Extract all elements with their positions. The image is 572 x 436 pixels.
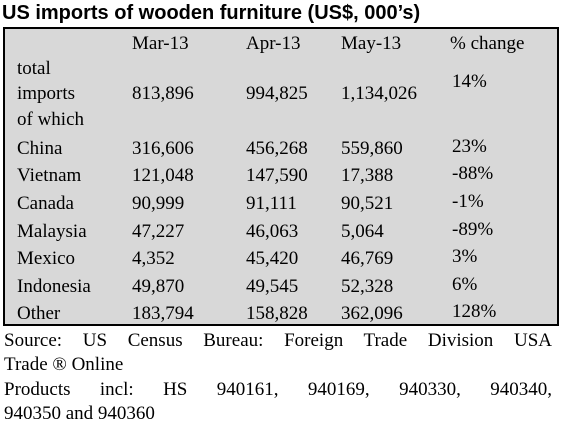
vietnam-mar-value: 121,048 [132, 165, 194, 186]
mexico-apr-value: 45,420 [246, 248, 299, 269]
other-change-value: 128% [452, 301, 497, 322]
china-apr-value: 456,268 [246, 138, 308, 159]
malaysia-change-value: -89% [452, 219, 494, 240]
other-mar-value: 183,794 [132, 303, 194, 324]
vietnam-change-value: -88% [452, 163, 494, 184]
malaysia-mar-value: 47,227 [132, 221, 185, 242]
column-header-apr-13: Apr-13 [246, 33, 301, 54]
total-mar-value: 813,896 [132, 83, 194, 104]
canada-may-value: 90,521 [341, 193, 394, 214]
total-may-value: 1,134,026 [341, 83, 417, 104]
row-label-total-line-1: total [17, 58, 51, 79]
china-mar-value: 316,606 [132, 138, 194, 159]
malaysia-may-value: 5,064 [341, 221, 384, 242]
column-header-percent-change: % change [450, 33, 525, 54]
source-note: Source: US Census Bureau: Foreign Trade … [4, 329, 552, 377]
total-change-value: 14% [452, 71, 487, 92]
products-note: Products incl: HS 940161, 940169, 940330… [4, 378, 552, 426]
indonesia-apr-value: 49,545 [246, 276, 299, 297]
products-line-2: 940350 and 940360 [4, 403, 155, 424]
indonesia-change-value: 6% [452, 274, 478, 295]
row-label-other: Other [17, 303, 61, 324]
table-title: US imports of wooden furniture (US$, 000… [2, 2, 421, 24]
indonesia-mar-value: 49,870 [132, 276, 185, 297]
vietnam-may-value: 17,388 [341, 165, 394, 186]
column-header-may-13: May-13 [341, 33, 402, 54]
vietnam-apr-value: 147,590 [246, 165, 308, 186]
mexico-change-value: 3% [452, 246, 478, 267]
row-label-mexico: Mexico [17, 248, 76, 269]
source-line-1: Source: US Census Bureau: Foreign Trade … [4, 330, 552, 351]
canada-mar-value: 90,999 [132, 193, 185, 214]
imports-table: Mar-13 Apr-13 May-13 % change total impo… [3, 27, 559, 326]
row-label-canada: Canada [17, 193, 74, 214]
other-may-value: 362,096 [341, 303, 403, 324]
canada-change-value: -1% [452, 191, 484, 212]
indonesia-may-value: 52,328 [341, 276, 394, 297]
row-label-vietnam: Vietnam [17, 165, 82, 186]
china-may-value: 559,860 [341, 138, 403, 159]
mexico-may-value: 46,769 [341, 248, 394, 269]
other-apr-value: 158,828 [246, 303, 308, 324]
row-label-china: China [17, 138, 63, 159]
row-label-total-line-2: imports [17, 83, 76, 104]
canada-apr-value: 91,111 [246, 193, 297, 214]
row-label-indonesia: Indonesia [17, 276, 91, 297]
malaysia-apr-value: 46,063 [246, 221, 299, 242]
products-line-1: Products incl: HS 940161, 940169, 940330… [4, 379, 552, 400]
china-change-value: 23% [452, 136, 487, 157]
total-apr-value: 994,825 [246, 83, 308, 104]
row-label-malaysia: Malaysia [17, 221, 87, 242]
source-line-2: Trade ® Online [4, 354, 124, 375]
row-label-total-line-3: of which [17, 109, 85, 130]
column-header-mar-13: Mar-13 [132, 33, 189, 54]
mexico-mar-value: 4,352 [132, 248, 175, 269]
